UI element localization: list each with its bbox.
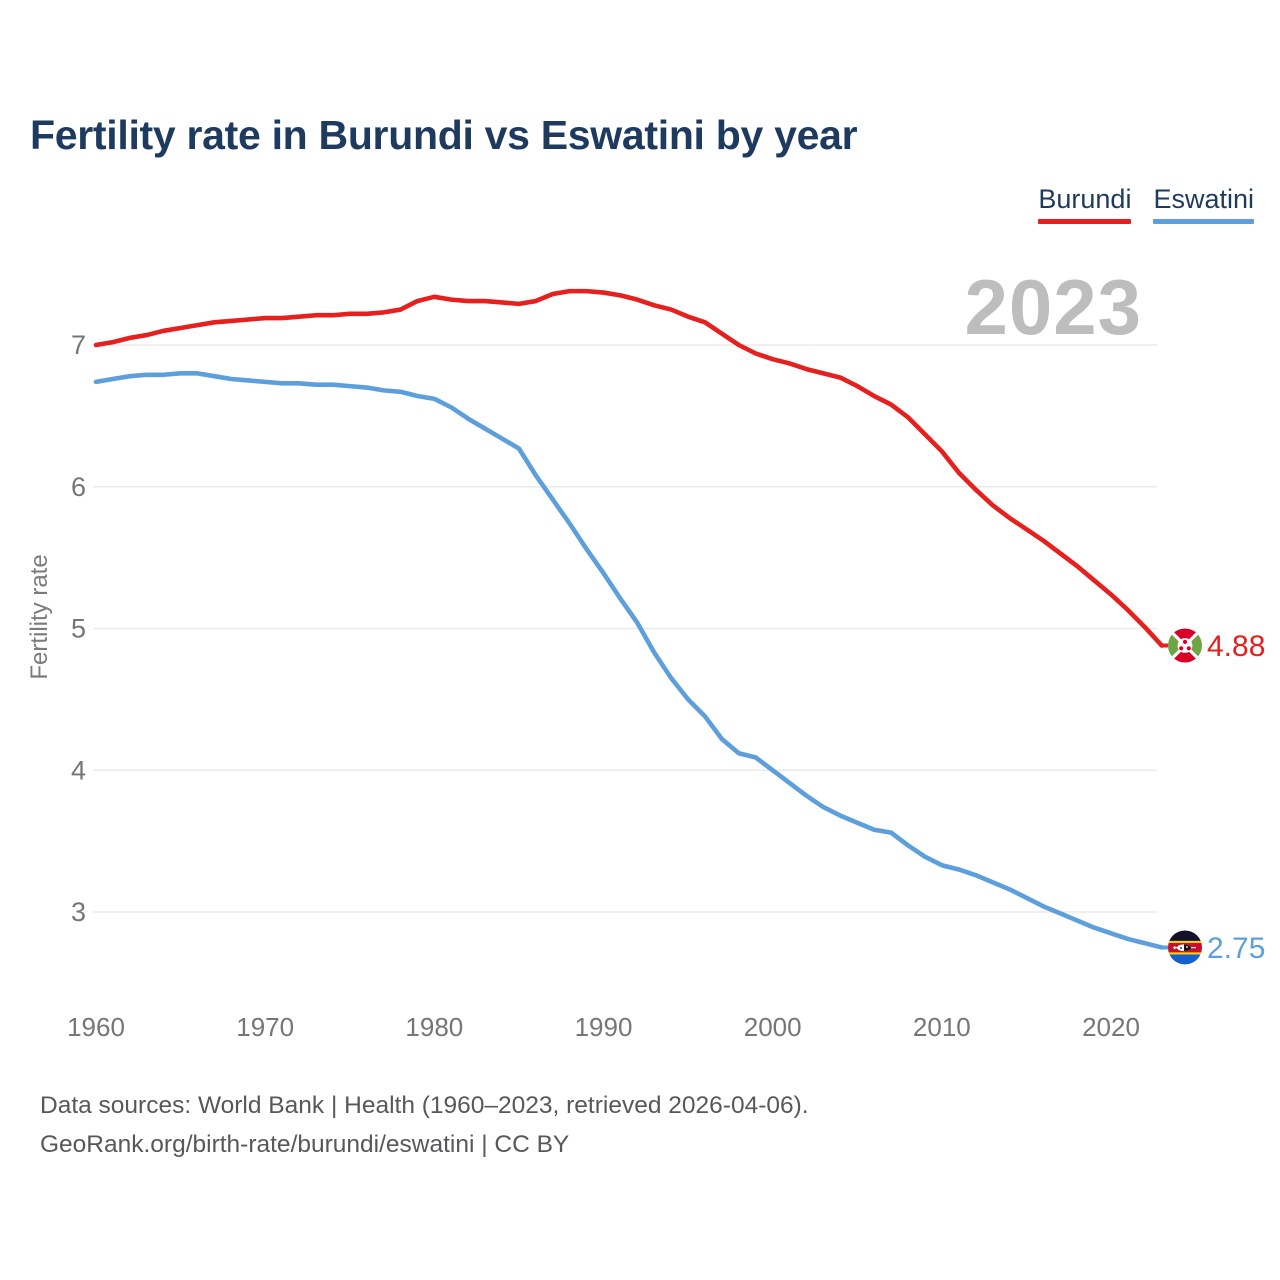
x-tick-label-1970: 1970 (236, 1012, 294, 1042)
legend-item-eswatini[interactable]: Eswatini (1153, 184, 1254, 224)
series-line-burundi (93, 288, 1165, 648)
legend-label-burundi: Burundi (1038, 184, 1132, 214)
legend-item-burundi[interactable]: Burundi (1038, 184, 1132, 224)
y-tick-label-5: 5 (71, 614, 86, 644)
watermark-year: 2023 (964, 263, 1142, 351)
y-tick-label-3: 3 (71, 897, 86, 927)
x-tick-label-2010: 2010 (913, 1012, 971, 1042)
x-tick-label-1960: 1960 (67, 1012, 125, 1042)
x-tick-label-2020: 2020 (1082, 1012, 1140, 1042)
footer-attribution-line: GeoRank.org/birth-rate/burundi/eswatini … (40, 1131, 570, 1158)
legend: Burundi Eswatini (1038, 184, 1254, 224)
end-value-label-eswatini: 2.75 (1207, 932, 1265, 965)
eswatini-flag-icon (1168, 930, 1202, 965)
y-tick-label-4: 4 (71, 755, 86, 785)
legend-color-bar-eswatini (1153, 219, 1254, 224)
end-value-label-burundi: 4.88 (1207, 630, 1265, 663)
chart-title: Fertility rate in Burundi vs Eswatini by… (30, 112, 858, 158)
x-tick-label-1990: 1990 (575, 1012, 633, 1042)
legend-label-eswatini: Eswatini (1153, 184, 1254, 214)
legend-color-bar-burundi (1038, 219, 1132, 224)
x-tick-label-1980: 1980 (405, 1012, 463, 1042)
y-tick-label-6: 6 (71, 472, 86, 502)
x-tick-label-2000: 2000 (744, 1012, 802, 1042)
footer: Data sources: World Bank | Health (1960–… (40, 1086, 809, 1164)
footer-sources-line: Data sources: World Bank | Health (1960–… (40, 1092, 809, 1119)
burundi-flag-icon (1168, 628, 1202, 663)
y-tick-label-7: 7 (71, 330, 86, 360)
series-line-eswatini (93, 371, 1165, 950)
y-axis-title: Fertility rate (26, 554, 53, 679)
